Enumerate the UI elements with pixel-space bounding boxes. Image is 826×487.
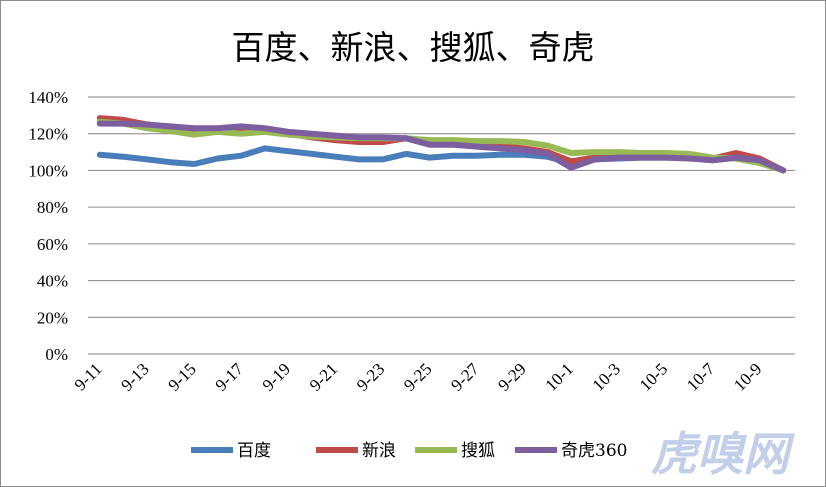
- grid-lines: [88, 96, 795, 355]
- legend: 百度 新浪 搜狐 奇虎360: [191, 441, 627, 461]
- series-line-奇虎360: [96, 120, 787, 174]
- x-tick-label: 10-7: [683, 359, 719, 395]
- x-tick-label: 9-15: [164, 359, 199, 394]
- chart-title: 百度、新浪、搜狐、奇虎: [232, 28, 595, 67]
- legend-label: 奇虎360: [561, 441, 627, 461]
- y-tick-label: 0%: [45, 345, 68, 364]
- y-tick-label: 40%: [37, 272, 68, 291]
- y-tick-label: 60%: [37, 235, 68, 254]
- x-tick-label: 9-27: [447, 359, 483, 395]
- legend-label: 百度: [237, 441, 271, 461]
- series-lines: [96, 115, 787, 174]
- x-tick-label: 10-1: [541, 359, 576, 394]
- legend-label: 新浪: [362, 441, 396, 461]
- x-tick-label: 9-11: [71, 359, 106, 394]
- x-tick-label: 9-13: [117, 359, 152, 394]
- y-tick-label: 80%: [37, 198, 68, 217]
- x-tick-label: 9-29: [494, 359, 529, 394]
- series-line-搜狐: [96, 118, 787, 174]
- y-tick-label: 140%: [28, 88, 68, 107]
- x-tick-label: 9-23: [353, 359, 388, 394]
- x-tick-label: 9-21: [306, 359, 341, 394]
- x-tick-label: 9-17: [212, 359, 248, 395]
- x-tick-label: 9-19: [259, 359, 294, 394]
- y-tick-label: 120%: [28, 125, 68, 144]
- y-axis-ticks: 0% 20% 40% 60% 80% 100% 120% 140%: [28, 88, 68, 364]
- x-tick-label: 10-5: [636, 359, 671, 394]
- x-axis-ticks: 9-11 9-13 9-15 9-17 9-19 9-21 9-23 9-25 9-27 9-29…: [71, 359, 766, 395]
- y-tick-label: 100%: [28, 161, 68, 180]
- x-tick-label: 10-9: [730, 359, 765, 394]
- legend-label: 搜狐: [461, 441, 495, 461]
- x-tick-label: 9-25: [400, 359, 435, 394]
- x-tick-label: 10-3: [589, 359, 624, 394]
- watermark-logo: 虎嗅网: [651, 427, 795, 481]
- y-tick-label: 20%: [37, 308, 68, 327]
